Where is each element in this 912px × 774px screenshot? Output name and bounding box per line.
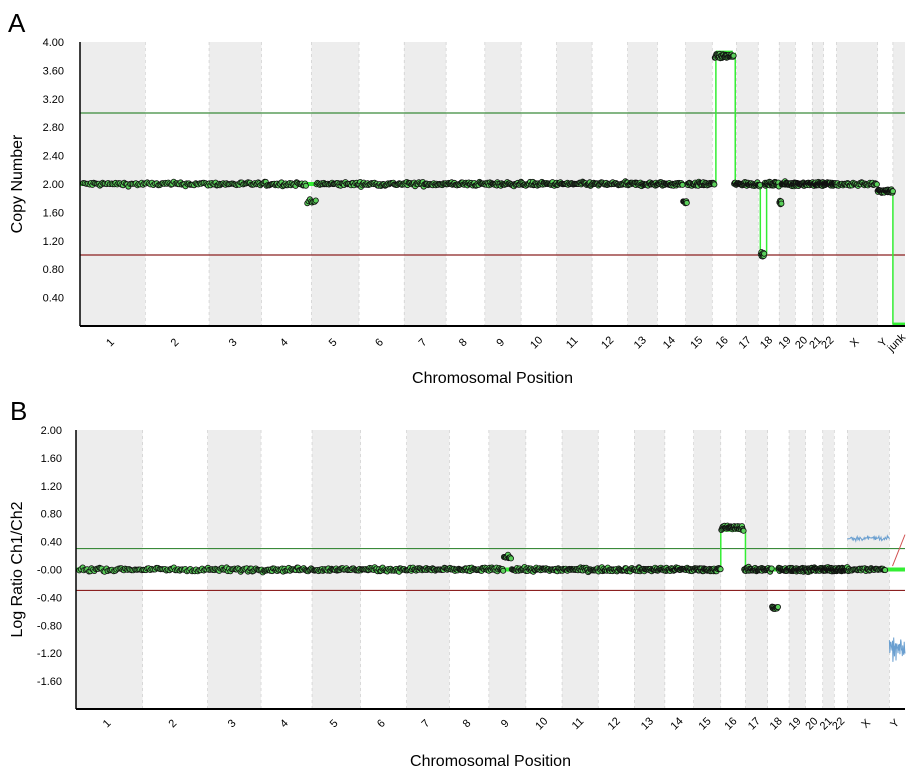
- y-tick-label: 0.80: [41, 509, 62, 521]
- probe-point: [889, 188, 896, 195]
- x-tick-label: 22: [830, 715, 847, 732]
- x-tick-label: 2: [167, 717, 180, 730]
- x-tick-label: 5: [327, 336, 340, 349]
- probe-point: [312, 197, 319, 204]
- x-tick-label: 7: [419, 717, 432, 730]
- x-tick-label: 16: [722, 715, 739, 732]
- y-tick-label: -1.60: [37, 676, 62, 688]
- x-tick-label: 19: [787, 715, 804, 732]
- x-tick-label: X: [848, 336, 862, 350]
- y-axis-title: Copy Number: [9, 134, 26, 233]
- y-tick-label: 2.00: [41, 425, 62, 437]
- x-tick-label: 17: [746, 715, 763, 732]
- y-tick-label: 0.40: [41, 537, 62, 549]
- x-tick-label: 13: [632, 334, 649, 351]
- x-tick-label: 5: [328, 717, 341, 730]
- y-tick-label: 1.60: [41, 453, 62, 465]
- probe-point: [507, 555, 514, 562]
- data-points: [76, 522, 889, 612]
- probe-point: [711, 181, 718, 188]
- y-tick-label: 1.20: [41, 481, 62, 493]
- probe-point: [500, 567, 507, 574]
- x-tick-label: Y: [888, 717, 902, 731]
- y-tick-label: -0.00: [37, 565, 62, 577]
- y-chromosome-trace: [888, 637, 906, 662]
- x-tick-label: 6: [373, 336, 386, 349]
- y-chromosome-red-trace: [892, 534, 906, 567]
- probe-point: [679, 181, 686, 188]
- x-tick-label: 18: [768, 715, 785, 732]
- x-tick-label: 2: [169, 336, 182, 349]
- x-tick-label: 11: [570, 716, 587, 733]
- y-tick-label: 1.60: [43, 207, 64, 219]
- y-tick-label: 2.40: [43, 151, 64, 163]
- x-tick-label: junk: [885, 331, 909, 355]
- x-tick-label: 14: [661, 334, 678, 351]
- y-tick-label: 2.00: [43, 179, 64, 191]
- panel-a: A 0.40 0.80 1.20 1.60 2.00 2.40 2.80 3.20 3.60 4.…: [8, 8, 909, 387]
- y-axis-title: Log Ratio Ch1/Ch2: [9, 501, 26, 637]
- probe-point: [873, 181, 880, 188]
- x-tick-label: 8: [461, 717, 474, 730]
- panel-a-letter: A: [8, 8, 26, 38]
- x-chromosome-trace: [847, 534, 890, 543]
- x-tick-label: 15: [697, 715, 714, 732]
- x-tick-label: 11: [564, 335, 581, 352]
- y-tick-label: 1.20: [43, 236, 64, 248]
- x-tick-label: X: [859, 717, 873, 731]
- probe-point: [882, 567, 889, 574]
- x-tick-label: 12: [599, 334, 616, 351]
- x-tick-label: 4: [278, 336, 291, 349]
- y-tick-label: -0.80: [37, 620, 62, 632]
- x-tick-label: 1: [104, 336, 117, 349]
- y-tick-label: 3.20: [43, 94, 64, 106]
- chromosome-band: [892, 42, 905, 326]
- probe-point: [683, 199, 690, 206]
- x-tick-label: 7: [417, 336, 430, 349]
- y-tick-label: 4.00: [43, 37, 64, 49]
- y-tick-label: 0.40: [43, 293, 64, 305]
- y-tick-label: 3.60: [43, 65, 64, 77]
- x-tick-label: 8: [457, 336, 470, 349]
- x-tick-label: 9: [494, 336, 507, 349]
- x-tick-label: 3: [226, 717, 239, 730]
- y-tick-label: -1.20: [37, 648, 62, 660]
- y-tick-label: 2.80: [43, 122, 64, 134]
- x-tick-label: 15: [688, 334, 705, 351]
- x-axis-title: Chromosomal Position: [410, 753, 571, 770]
- log-ratio-chart: 2.00 1.60 1.20 0.80 0.40 -0.00 -0.40 -0.80 -1.20…: [9, 425, 906, 770]
- x-tick-label: 4: [278, 717, 291, 730]
- x-tick-label: 10: [533, 715, 550, 732]
- x-tick-label: 14: [669, 715, 686, 732]
- probe-point: [302, 182, 309, 189]
- panel-b-letter: B: [10, 396, 28, 426]
- x-tick-label: 6: [375, 717, 388, 730]
- x-tick-label: 22: [819, 334, 836, 351]
- x-tick-label: 18: [758, 334, 775, 351]
- x-tick-label: 10: [528, 334, 545, 351]
- x-tick-label: 13: [639, 715, 656, 732]
- x-tick-label: 17: [737, 334, 754, 351]
- probe-point: [717, 566, 724, 573]
- x-tick-label: 12: [606, 715, 623, 732]
- probe-point: [775, 603, 782, 610]
- x-tick-label: 3: [227, 336, 240, 349]
- x-tick-label: 1: [101, 717, 114, 730]
- panel-b: B 2.00 1.60 1.20 0.80 0.40 -0.00 -0.40 -0.80 -1.…: [0, 390, 912, 774]
- y-tick-label: -0.40: [37, 592, 62, 604]
- probe-point: [761, 250, 768, 257]
- probe-point: [768, 565, 775, 572]
- probe-point: [778, 200, 785, 207]
- x-tick-label: 9: [499, 717, 512, 730]
- probe-point: [740, 527, 747, 534]
- x-axis-title: Chromosomal Position: [412, 370, 573, 387]
- probe-point: [730, 52, 737, 59]
- y-tick-label: 0.80: [43, 264, 64, 276]
- copy-number-chart: 0.40 0.80 1.20 1.60 2.00 2.40 2.80 3.20 3.60 4.00…: [9, 37, 909, 387]
- data-points: [80, 50, 896, 260]
- x-tick-label: 19: [777, 334, 794, 351]
- x-tick-label: 16: [714, 334, 731, 351]
